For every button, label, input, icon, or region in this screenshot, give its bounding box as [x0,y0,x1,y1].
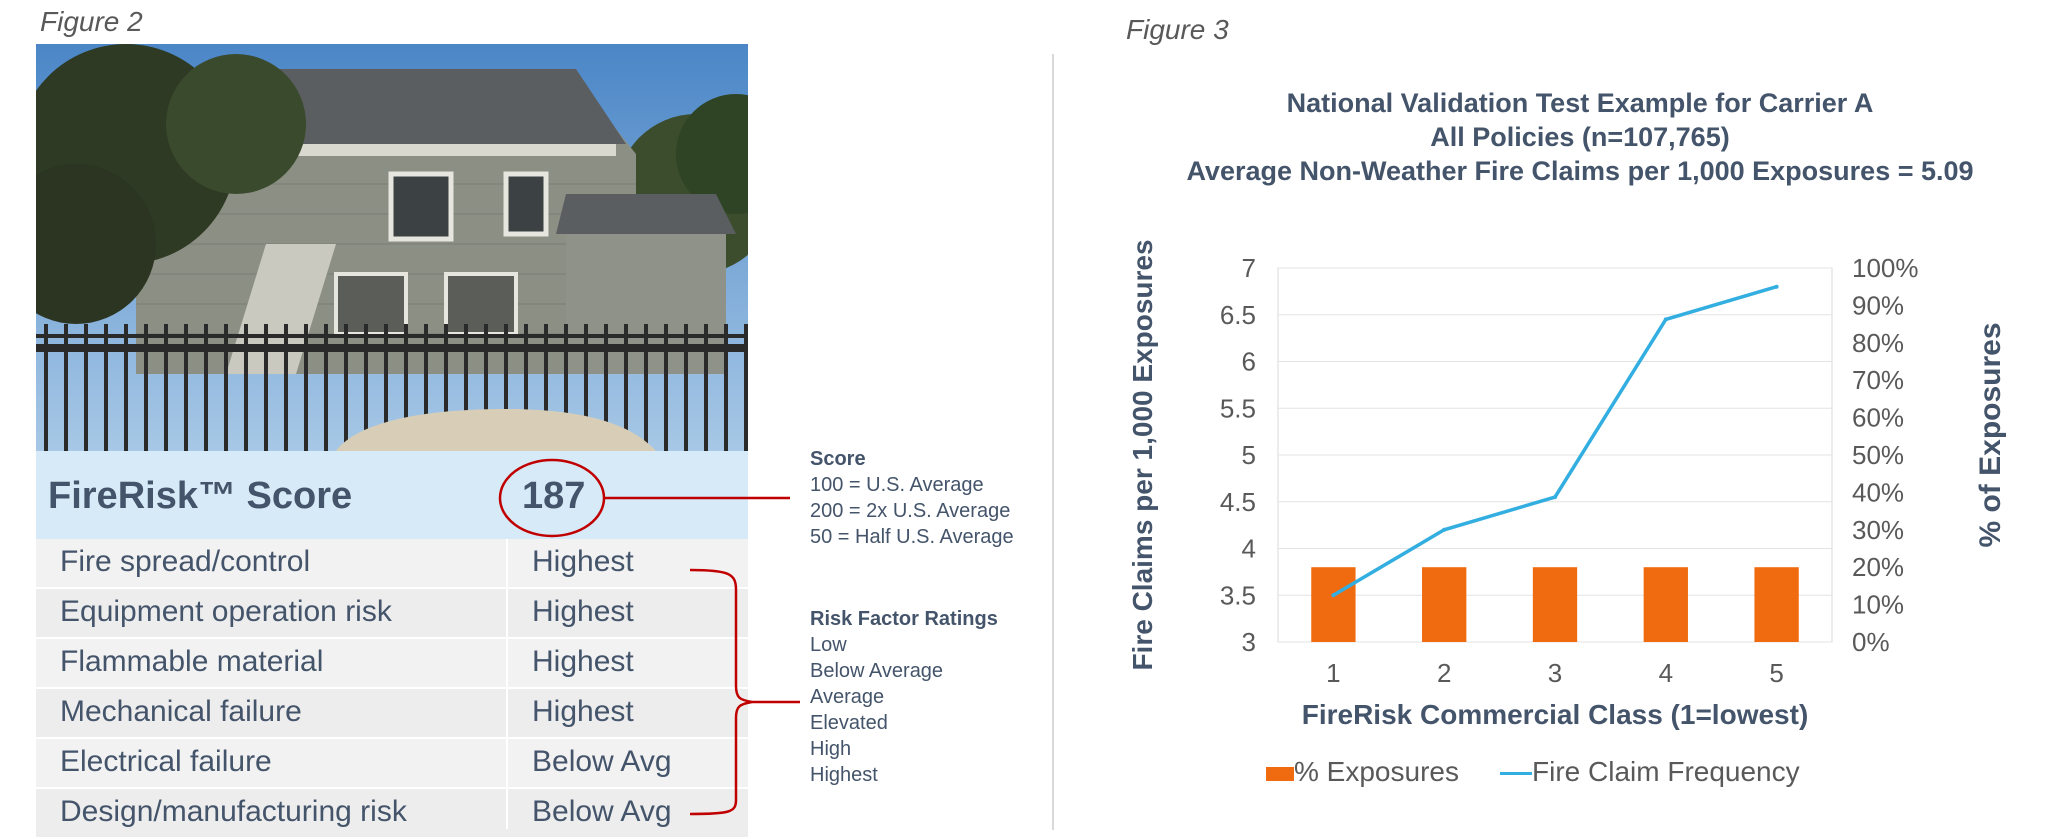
figure-3-label: Figure 3 [1126,14,1229,45]
factor-row: Electrical failure Below Avg [36,739,748,789]
factor-name: Electrical failure [60,745,272,778]
factor-rating: Highest [532,545,634,578]
y-tick-label: 6 [1242,347,1256,377]
risk-notes-heading: Risk Factor Ratings [810,608,998,630]
y-tick-label: 4.5 [1220,487,1256,517]
factor-row: Equipment operation risk Highest [36,589,748,639]
y2-tick-label: 10% [1852,590,1904,620]
x-axis-label: FireRisk Commercial Class (1=lowest) [1302,699,1809,730]
score-note-line: 50 = Half U.S. Average [810,526,1014,548]
x-tick-label: 2 [1437,658,1451,688]
x-tick-label: 5 [1769,658,1783,688]
bar-exposures [1311,567,1356,642]
score-note-line: 200 = 2x U.S. Average [810,500,1011,522]
building-photo [36,44,748,451]
risk-note-line: Elevated [810,712,888,734]
y2-axis-label: % of Exposures [1974,322,2007,547]
legend-label: % Exposures [1294,756,1459,787]
annotation-overlay [498,458,800,816]
figure-2-label: Figure 2 [40,6,143,37]
line-point [1553,495,1557,500]
y-tick-label: 6.5 [1220,300,1256,330]
bar-exposures [1754,567,1799,642]
factor-name: Flammable material [60,645,324,678]
factor-row: Mechanical failure Highest [36,689,748,739]
score-row: FireRisk™ Score 187 [36,451,748,539]
y2-tick-label: 70% [1852,365,1904,395]
risk-note-line: High [810,738,852,760]
factor-row: Fire spread/control Highest [36,539,748,589]
factor-rating: Below Avg [532,795,672,828]
x-tick-label: 4 [1659,658,1673,688]
factor-name: Design/manufacturing risk [60,795,407,828]
chart-subtitle: Average Non-Weather Fire Claims per 1,00… [1186,156,1974,186]
y2-tick-label: 40% [1852,477,1904,507]
y2-tick-label: 0% [1852,627,1890,657]
score-title: FireRisk™ Score [48,475,353,517]
legend-swatch-line [1500,772,1532,776]
risk-note-line: Highest [810,764,878,786]
bar-exposures [1532,567,1578,642]
risk-note-line: Low [810,634,847,656]
legend-swatch-bar [1266,766,1294,781]
legend-item-exposures: % Exposures [1266,756,1459,788]
figure-divider [1052,54,1054,830]
column-divider [506,539,508,829]
y2-tick-label: 100% [1852,253,1919,283]
line-point [1663,317,1668,322]
bar-exposures [1643,567,1688,642]
y2-tick-label: 90% [1852,290,1904,320]
y2-tick-label: 30% [1852,515,1904,545]
risk-factor-table: Fire spread/control Highest Equipment op… [36,539,748,839]
chart-title: National Validation Test Example for Car… [1286,88,1874,118]
rating-bracket [689,568,753,816]
line-point [1331,593,1336,598]
y-tick-label: 5 [1242,440,1256,470]
y2-tick-label: 80% [1852,328,1904,358]
y-tick-label: 4 [1242,534,1256,564]
x-tick-label: 1 [1326,658,1340,688]
line-point [1774,284,1779,289]
y2-tick-label: 50% [1852,440,1904,470]
claims-chart: 33.544.555.566.570%10%20%30%40%50%60%70%… [1127,239,2007,730]
factor-row: Design/manufacturing risk Below Avg [36,789,748,839]
risk-rating-notes: Risk Factor Ratings Low Below Average Av… [810,606,998,788]
score-notes-heading: Score [810,448,866,470]
factor-rating: Highest [532,645,634,678]
factor-name: Mechanical failure [60,695,302,728]
y-axis-label: Fire Claims per 1,000 Exposures [1127,239,1158,670]
y2-tick-label: 60% [1852,403,1904,433]
y-tick-label: 3 [1242,627,1256,657]
factor-name: Equipment operation risk [60,595,392,628]
factor-row: Flammable material Highest [36,639,748,689]
factor-rating: Highest [532,595,634,628]
y-tick-label: 7 [1242,253,1256,283]
factor-rating: Below Avg [532,745,672,778]
y-tick-label: 3.5 [1220,580,1256,610]
factor-rating: Highest [532,695,634,728]
score-notes: Score 100 = U.S. Average 200 = 2x U.S. A… [810,446,1014,550]
legend-item-frequency: Fire Claim Frequency [1500,756,1800,788]
chart-subtitle: All Policies (n=107,765) [1430,122,1730,152]
line-point [1442,527,1447,532]
x-tick-label: 3 [1548,658,1562,688]
factor-name: Fire spread/control [60,545,311,578]
risk-note-line: Average [810,686,885,708]
y2-tick-label: 20% [1852,552,1904,582]
score-note-line: 100 = U.S. Average [810,474,984,496]
score-value: 187 [522,475,586,517]
legend-label: Fire Claim Frequency [1532,756,1800,787]
score-circle [498,458,606,538]
risk-note-line: Below Average [810,660,944,682]
bar-exposures [1422,567,1467,642]
y-tick-label: 5.5 [1220,393,1256,423]
